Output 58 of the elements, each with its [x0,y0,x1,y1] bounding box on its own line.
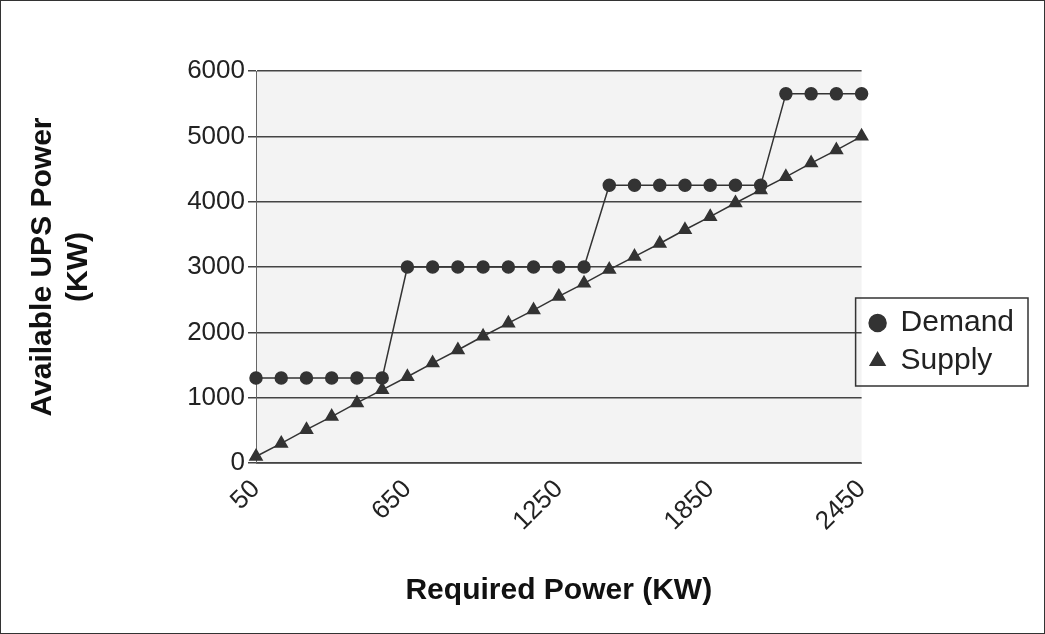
point [425,260,440,274]
y-tick-label: 2000 [187,315,245,346]
legend-label: Supply [900,342,993,376]
point [728,195,743,208]
point [854,128,869,141]
point [854,87,869,101]
point [476,260,490,274]
point [501,315,516,328]
point [350,371,364,385]
point [324,371,339,385]
point [703,208,718,221]
point [249,371,263,385]
point [274,435,289,448]
point [526,302,541,315]
point [804,155,818,168]
point [829,142,844,155]
y-tick-label: 5000 [187,119,245,150]
point [299,371,314,385]
y-tick-label: 6000 [187,54,245,85]
point [476,328,490,341]
point [577,260,591,274]
point [627,248,642,261]
point [779,87,793,101]
point [602,261,617,274]
point [703,178,717,193]
point [652,235,667,248]
point [602,178,617,193]
point [324,408,339,421]
point [627,178,642,193]
x-tick-label: 650 [364,473,417,526]
point [375,371,389,385]
point [652,178,667,193]
point [501,260,516,274]
point [577,275,591,288]
y-axis-title: Available UPS Power (KW) [24,117,94,417]
point [274,371,288,385]
point [804,87,818,101]
point [829,87,844,101]
legend-label: Demand [900,304,1015,338]
point [451,342,465,355]
point [400,369,415,382]
point [678,222,692,235]
point [552,260,566,274]
point [779,169,793,182]
x-axis-title: Required Power (KW) [405,572,713,606]
point [299,421,314,434]
point [728,178,743,193]
y-tick-label: 1000 [187,380,245,411]
point [551,288,566,301]
point [678,178,692,193]
y-tick-label: 3000 [187,250,245,281]
point [375,382,389,395]
y-tick-label: 4000 [187,184,245,215]
point [425,355,440,368]
point [526,260,541,274]
point [451,260,465,274]
point [350,395,364,408]
point [400,260,415,274]
